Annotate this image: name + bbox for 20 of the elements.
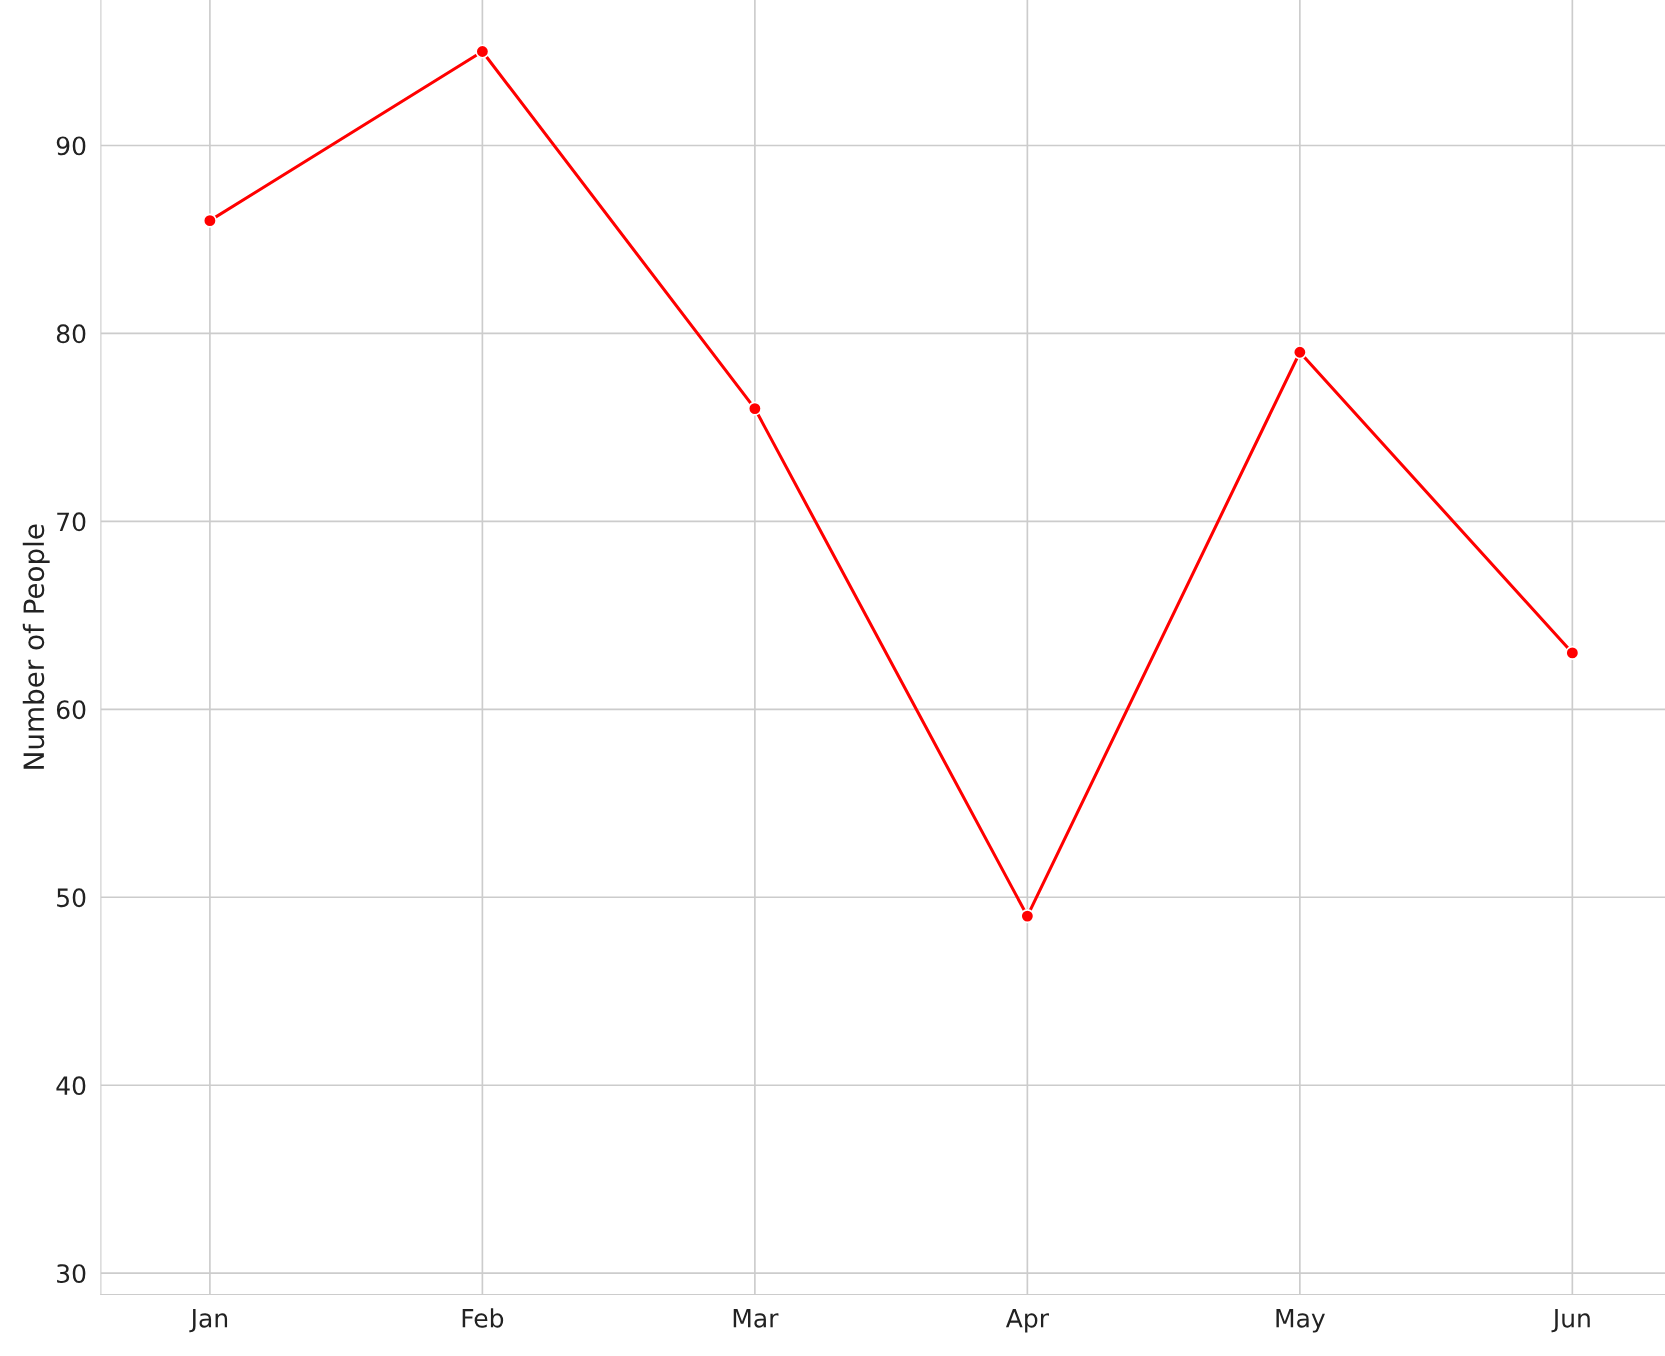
y-tick-label: 30 bbox=[57, 1264, 86, 1284]
x-tick-label: May bbox=[1276, 1309, 1325, 1333]
point bbox=[475, 44, 490, 59]
point bbox=[202, 213, 217, 228]
y-tick-label: 90 bbox=[56, 136, 86, 156]
x-tick-label: Feb bbox=[462, 1308, 504, 1328]
y-tick-label: 60 bbox=[56, 700, 86, 720]
y-tick-label: 50 bbox=[57, 888, 86, 908]
point bbox=[747, 401, 762, 416]
y-axis-title: Number of People bbox=[22, 524, 50, 769]
point bbox=[1020, 909, 1035, 924]
x-tick-label: Mar bbox=[733, 1309, 779, 1328]
y-tick-label: 70 bbox=[57, 512, 86, 532]
point bbox=[1292, 345, 1307, 360]
y-tick-label: 80 bbox=[56, 324, 86, 344]
x-tick-label: Jan bbox=[189, 1309, 228, 1333]
x-tick-label: Jun bbox=[1551, 1309, 1590, 1333]
x-tick-label: Apr bbox=[1005, 1309, 1049, 1333]
y-tick-label: 40 bbox=[56, 1076, 86, 1096]
point bbox=[1565, 645, 1580, 661]
